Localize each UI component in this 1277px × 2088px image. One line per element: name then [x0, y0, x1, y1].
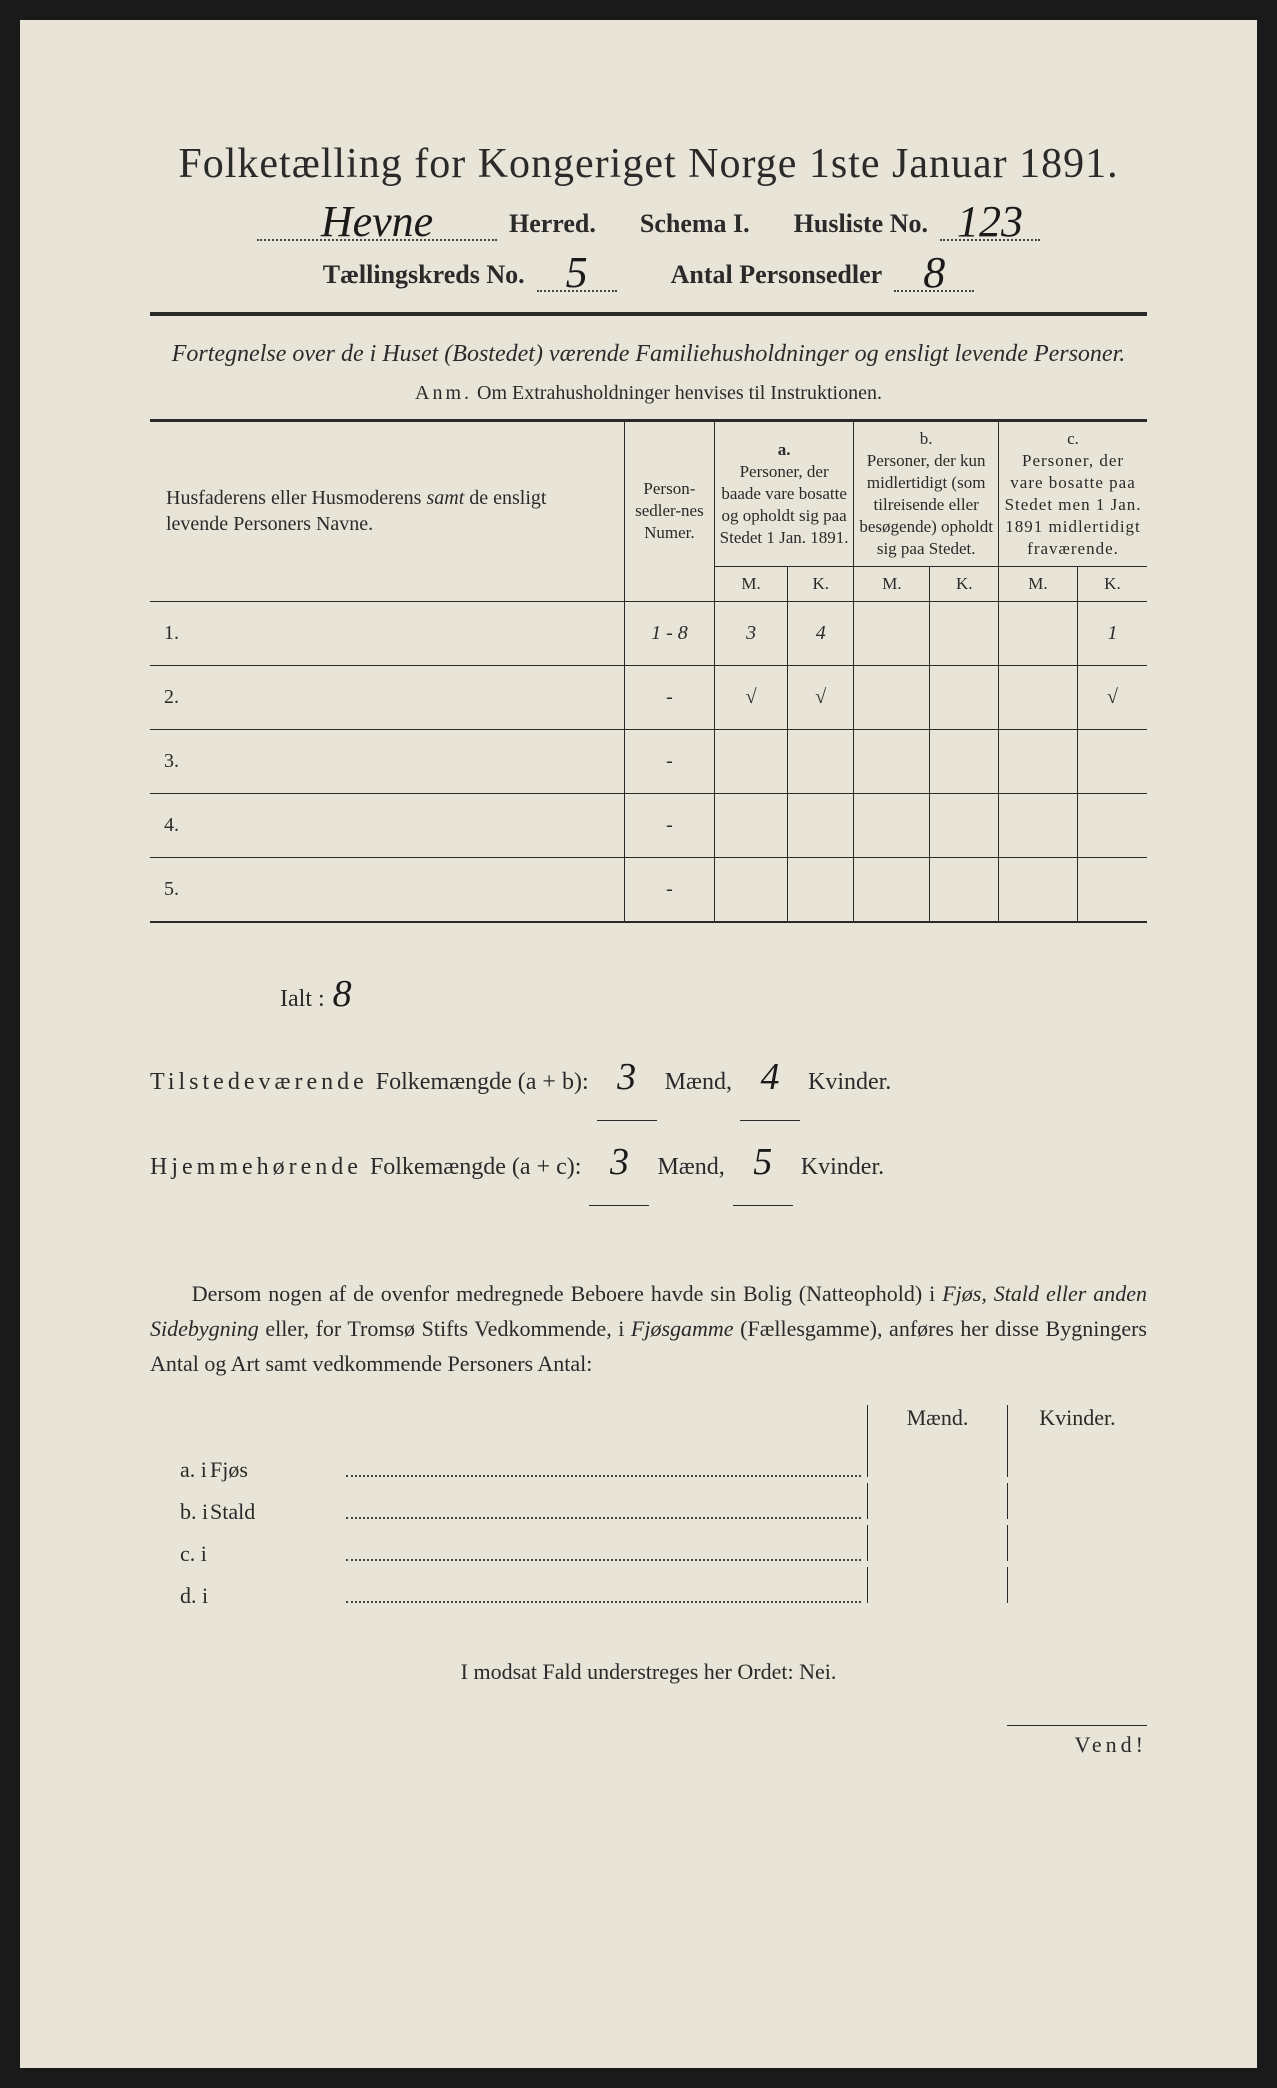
table-row-num: 2.: [150, 666, 624, 730]
bottom-kvinder-hdr: Kvinder.: [1007, 1405, 1147, 1441]
table-row-am: [714, 794, 787, 858]
table-row-numer: 1 - 8: [624, 602, 714, 666]
table-row-bk: [930, 666, 999, 730]
hjemme-m: 3: [610, 1141, 629, 1183]
vend-label: Vend!: [1007, 1725, 1147, 1758]
table-row-ck: [1077, 858, 1147, 922]
table-row-bk: [930, 858, 999, 922]
col-c-m: M.: [999, 567, 1078, 602]
table-row-ak: √: [788, 666, 854, 730]
herred-label: Herred.: [509, 209, 596, 239]
kreds-field: 5: [537, 251, 617, 292]
main-table: Husfaderens eller Husmoderens samt de en…: [150, 419, 1147, 923]
census-form-page: Folketælling for Kongeriget Norge 1ste J…: [20, 20, 1257, 2068]
col-c: c. Personer, der vare bosatte paa Stedet…: [999, 420, 1147, 567]
table-row-am: [714, 858, 787, 922]
header-line-2: Tællingskreds No. 5 Antal Personsedler 8: [150, 251, 1147, 292]
col-a: a. Personer, der baade vare bosatte og o…: [714, 420, 853, 567]
table-row-num: 3.: [150, 730, 624, 794]
header-line-1: Hevne Herred. Schema I. Husliste No. 123: [150, 200, 1147, 241]
table-row-ak: 4: [788, 602, 854, 666]
nei-line: I modsat Fald understreges her Ordet: Ne…: [150, 1659, 1147, 1685]
table-row-am: [714, 730, 787, 794]
building-row: c. i: [150, 1525, 1147, 1567]
col-b-m: M.: [854, 567, 930, 602]
tilstede-k: 4: [760, 1056, 779, 1098]
page-title: Folketælling for Kongeriget Norge 1ste J…: [150, 140, 1147, 188]
table-row-bm: [854, 602, 930, 666]
table-row-num: 4.: [150, 794, 624, 858]
col-numer: Person-sedler-nes Numer.: [624, 420, 714, 602]
table-row-am: √: [714, 666, 787, 730]
herred-field: Hevne: [257, 200, 497, 241]
building-row: d. i: [150, 1567, 1147, 1609]
table-row-cm: [999, 858, 1078, 922]
antal-field: 8: [894, 251, 974, 292]
building-table: Mænd. Kvinder. a. iFjøsb. iStaldc. id. i: [150, 1405, 1147, 1609]
table-row-bk: [930, 602, 999, 666]
table-row-ak: [788, 794, 854, 858]
tilstede-label: Tilstedeværende: [150, 1056, 368, 1109]
table-row-bk: [930, 730, 999, 794]
ialt-label: Ialt :: [280, 973, 325, 1026]
schema-label: Schema I.: [640, 209, 750, 239]
building-row: a. iFjøs: [150, 1441, 1147, 1483]
divider: [150, 312, 1147, 316]
table-row-ak: [788, 858, 854, 922]
hjemme-label: Hjemmehørende: [150, 1141, 362, 1194]
table-row-ck: 1: [1077, 602, 1147, 666]
col-c-k: K.: [1077, 567, 1147, 602]
table-row-ak: [788, 730, 854, 794]
table-row-num: 1.: [150, 602, 624, 666]
table-row-ck: [1077, 794, 1147, 858]
bottom-maend-hdr: Mænd.: [867, 1405, 1007, 1441]
subtitle: Fortegnelse over de i Huset (Bostedet) v…: [150, 338, 1147, 372]
husliste-label: Husliste No.: [794, 209, 928, 239]
col-b-k: K.: [930, 567, 999, 602]
table-row-cm: [999, 794, 1078, 858]
table-row-numer: -: [624, 794, 714, 858]
anm-note: Anm. Om Extrahusholdninger henvises til …: [150, 382, 1147, 405]
hjemme-k: 5: [753, 1141, 772, 1183]
kreds-label: Tællingskreds No.: [323, 260, 525, 290]
table-row-ck: √: [1077, 666, 1147, 730]
antal-label: Antal Personsedler: [671, 260, 883, 290]
table-row-bk: [930, 794, 999, 858]
table-row-cm: [999, 730, 1078, 794]
table-row-numer: -: [624, 730, 714, 794]
husliste-field: 123: [940, 200, 1040, 241]
table-row-bm: [854, 730, 930, 794]
table-row-cm: [999, 666, 1078, 730]
table-row-ck: [1077, 730, 1147, 794]
summary-block: Ialt : 8 Tilstedeværende Folkemængde (a …: [150, 953, 1147, 1206]
table-row-bm: [854, 858, 930, 922]
table-row-num: 5.: [150, 858, 624, 922]
building-paragraph: Dersom nogen af de ovenfor medregnede Be…: [150, 1276, 1147, 1382]
col-a-k: K.: [788, 567, 854, 602]
building-row: b. iStald: [150, 1483, 1147, 1525]
table-row-bm: [854, 666, 930, 730]
table-row-cm: [999, 602, 1078, 666]
col-b: b. Personer, der kun midlertidigt (som t…: [854, 420, 999, 567]
table-row-bm: [854, 794, 930, 858]
table-row-numer: -: [624, 666, 714, 730]
ialt-value: 8: [333, 953, 352, 1037]
table-row-numer: -: [624, 858, 714, 922]
col-a-m: M.: [714, 567, 787, 602]
tilstede-m: 3: [617, 1056, 636, 1098]
col-names: Husfaderens eller Husmoderens samt de en…: [150, 420, 624, 602]
table-row-am: 3: [714, 602, 787, 666]
